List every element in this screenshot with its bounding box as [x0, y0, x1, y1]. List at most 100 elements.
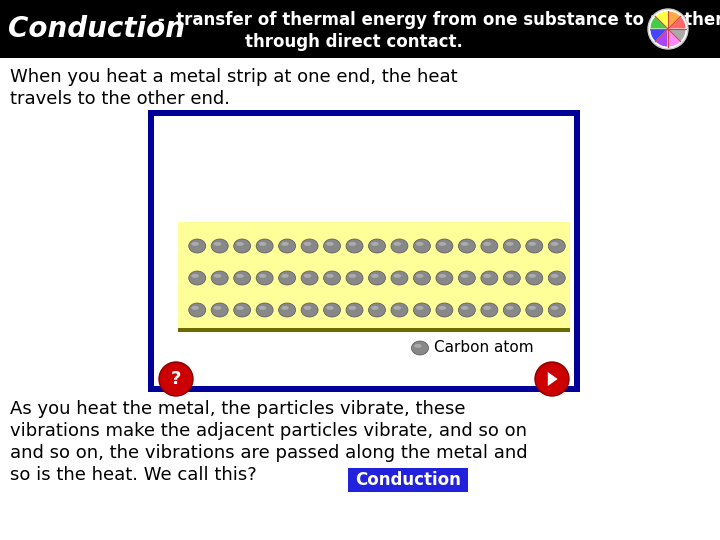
Ellipse shape [214, 274, 222, 278]
Circle shape [535, 362, 569, 396]
Ellipse shape [459, 271, 475, 285]
Ellipse shape [211, 303, 228, 317]
Ellipse shape [211, 239, 228, 253]
Ellipse shape [526, 271, 543, 285]
Ellipse shape [301, 303, 318, 317]
Ellipse shape [371, 242, 379, 246]
Ellipse shape [211, 271, 228, 285]
Ellipse shape [548, 303, 565, 317]
FancyBboxPatch shape [154, 116, 574, 386]
FancyBboxPatch shape [178, 328, 570, 332]
Wedge shape [655, 29, 668, 47]
Ellipse shape [369, 239, 385, 253]
Ellipse shape [234, 239, 251, 253]
Text: Conduction: Conduction [355, 471, 461, 489]
Ellipse shape [459, 303, 475, 317]
Ellipse shape [436, 239, 453, 253]
Ellipse shape [192, 306, 199, 310]
Ellipse shape [391, 303, 408, 317]
Ellipse shape [214, 242, 222, 246]
Ellipse shape [236, 274, 244, 278]
FancyBboxPatch shape [178, 222, 570, 328]
Ellipse shape [258, 274, 266, 278]
Ellipse shape [436, 303, 453, 317]
Ellipse shape [413, 303, 431, 317]
Ellipse shape [483, 274, 491, 278]
Ellipse shape [192, 242, 199, 246]
Ellipse shape [438, 306, 446, 310]
Wedge shape [650, 29, 668, 42]
Ellipse shape [461, 242, 469, 246]
Wedge shape [668, 16, 686, 29]
Ellipse shape [416, 242, 423, 246]
Ellipse shape [412, 341, 428, 355]
Ellipse shape [461, 274, 469, 278]
Ellipse shape [371, 306, 379, 310]
Ellipse shape [394, 306, 401, 310]
Ellipse shape [301, 271, 318, 285]
Text: so is the heat. We call this?: so is the heat. We call this? [10, 466, 257, 484]
Ellipse shape [323, 303, 341, 317]
Ellipse shape [503, 239, 521, 253]
Circle shape [648, 9, 688, 49]
Ellipse shape [301, 239, 318, 253]
Ellipse shape [551, 274, 559, 278]
Ellipse shape [503, 271, 521, 285]
Ellipse shape [481, 303, 498, 317]
Ellipse shape [394, 274, 401, 278]
Ellipse shape [346, 239, 363, 253]
Text: vibrations make the adjacent particles vibrate, and so on: vibrations make the adjacent particles v… [10, 422, 527, 440]
Text: travels to the other end.: travels to the other end. [10, 90, 230, 108]
Text: and so on, the vibrations are passed along the metal and: and so on, the vibrations are passed alo… [10, 444, 528, 462]
Ellipse shape [189, 271, 206, 285]
Ellipse shape [369, 271, 385, 285]
Ellipse shape [413, 271, 431, 285]
Ellipse shape [323, 239, 341, 253]
FancyBboxPatch shape [348, 468, 468, 492]
Ellipse shape [371, 274, 379, 278]
Ellipse shape [391, 239, 408, 253]
FancyBboxPatch shape [178, 222, 570, 227]
Ellipse shape [279, 271, 296, 285]
Ellipse shape [258, 306, 266, 310]
Ellipse shape [214, 306, 222, 310]
Ellipse shape [481, 271, 498, 285]
Ellipse shape [346, 303, 363, 317]
Ellipse shape [481, 239, 498, 253]
Ellipse shape [416, 274, 423, 278]
Text: through direct contact.: through direct contact. [245, 33, 463, 51]
Ellipse shape [279, 303, 296, 317]
Ellipse shape [282, 306, 289, 310]
Ellipse shape [528, 274, 536, 278]
FancyBboxPatch shape [148, 110, 580, 392]
Ellipse shape [391, 271, 408, 285]
Wedge shape [655, 11, 668, 29]
Wedge shape [650, 16, 668, 29]
Wedge shape [668, 29, 680, 47]
Ellipse shape [304, 306, 311, 310]
Ellipse shape [348, 274, 356, 278]
Circle shape [159, 362, 193, 396]
Text: ?: ? [171, 370, 181, 388]
Ellipse shape [506, 274, 513, 278]
Ellipse shape [304, 242, 311, 246]
Ellipse shape [394, 242, 401, 246]
Ellipse shape [528, 242, 536, 246]
Ellipse shape [348, 242, 356, 246]
Ellipse shape [189, 303, 206, 317]
Ellipse shape [282, 274, 289, 278]
Ellipse shape [326, 306, 334, 310]
Ellipse shape [526, 239, 543, 253]
Ellipse shape [548, 271, 565, 285]
Text: As you heat the metal, the particles vibrate, these: As you heat the metal, the particles vib… [10, 400, 466, 418]
Ellipse shape [234, 303, 251, 317]
Ellipse shape [189, 239, 206, 253]
Ellipse shape [528, 306, 536, 310]
Ellipse shape [192, 274, 199, 278]
Ellipse shape [416, 306, 423, 310]
Ellipse shape [323, 271, 341, 285]
Ellipse shape [503, 303, 521, 317]
Ellipse shape [551, 306, 559, 310]
Ellipse shape [483, 242, 491, 246]
Text: Conduction: Conduction [8, 15, 185, 43]
